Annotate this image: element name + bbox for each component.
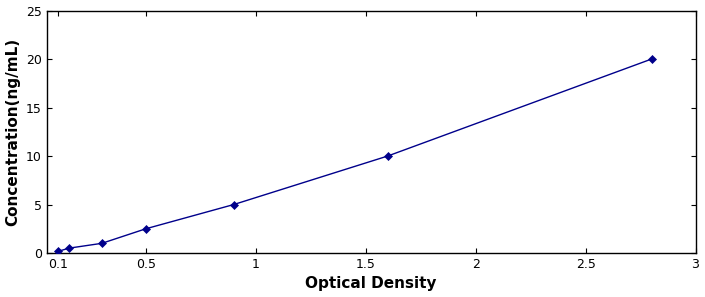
Y-axis label: Concentration(ng/mL): Concentration(ng/mL): [6, 38, 20, 226]
X-axis label: Optical Density: Optical Density: [305, 277, 437, 291]
